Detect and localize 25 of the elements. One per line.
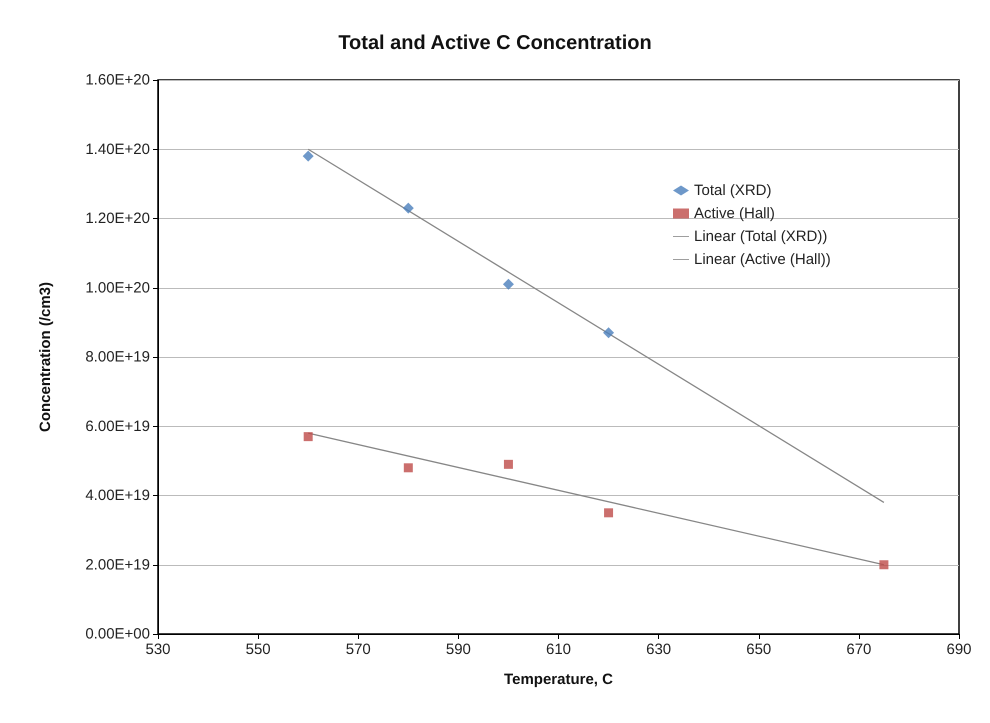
legend-label: Active (Hall) [694, 205, 775, 222]
legend-label: Total (XRD) [694, 182, 772, 199]
legend-label: Linear (Active (Hall)) [694, 251, 831, 268]
legend-label: Linear (Total (XRD)) [694, 228, 828, 245]
y-tick-label: 2.00E+19 [85, 556, 150, 574]
x-tick-label: 530 [145, 641, 171, 658]
x-tick-label: 630 [646, 641, 672, 658]
y-axis-title: Concentration (/cm3) [37, 282, 54, 432]
chart-title: Total and Active C Concentration [338, 32, 652, 54]
y-tick-label: 0.00E+00 [85, 626, 150, 642]
x-tick-label: 590 [446, 641, 471, 658]
y-tick-label: 1.00E+20 [85, 279, 150, 296]
x-tick-label: 550 [246, 641, 271, 658]
x-tick-label: 690 [946, 641, 972, 658]
x-tick-label: 610 [546, 641, 572, 658]
y-tick-label: 6.00E+19 [85, 418, 150, 435]
y-tick-label: 1.40E+20 [85, 140, 150, 158]
y-tick-label: 8.00E+19 [85, 348, 150, 366]
y-tick-label: 4.00E+19 [85, 487, 150, 504]
y-tick-label: 1.20E+20 [85, 210, 150, 227]
x-tick-label: 570 [346, 641, 371, 658]
x-tick-label: 650 [746, 641, 772, 658]
y-tick-label: 1.60E+20 [85, 72, 150, 88]
x-axis-title: Temperature, C [504, 671, 614, 688]
x-tick-label: 670 [846, 641, 872, 658]
